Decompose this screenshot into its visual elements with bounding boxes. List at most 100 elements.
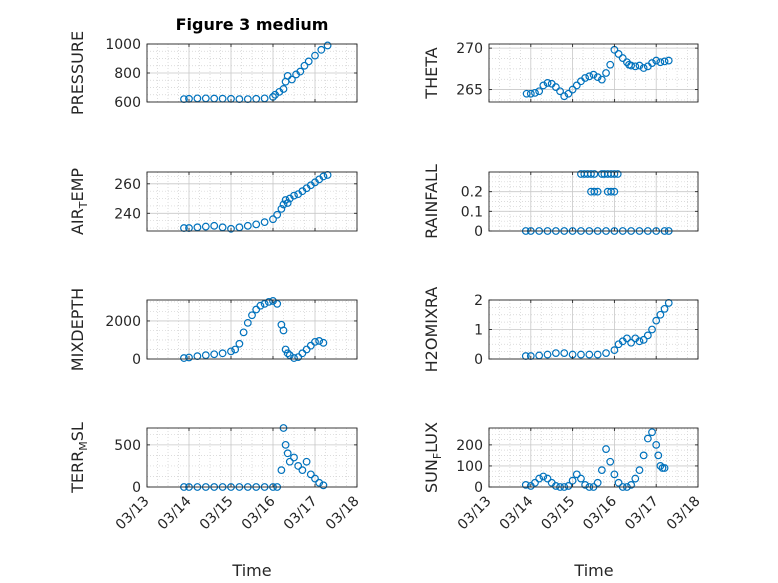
x-tick-label: 03/13: [113, 493, 153, 533]
data-point: [248, 311, 256, 320]
data-point: [323, 41, 332, 50]
data-point: [218, 349, 227, 358]
data-point: [264, 298, 273, 306]
data-point: [298, 466, 307, 475]
data-point: [277, 204, 286, 213]
data-point: [279, 326, 288, 335]
data-point: [294, 353, 303, 361]
data-point: [239, 328, 248, 337]
data-point: [315, 478, 324, 487]
data-point: [273, 299, 282, 308]
data-point: [643, 331, 652, 340]
data-point: [648, 325, 656, 334]
data-point: [610, 170, 619, 178]
data-point: [539, 81, 548, 90]
data-point: [618, 54, 627, 62]
data-point: [531, 88, 539, 97]
data-point: [298, 349, 307, 358]
data-point: [639, 335, 648, 344]
x-tick-label: 03/18: [323, 493, 363, 533]
data-point: [585, 72, 594, 81]
y-tick-label: 0: [132, 480, 141, 496]
data-point: [290, 453, 298, 462]
axes-box: [488, 427, 699, 488]
data-point: [285, 457, 294, 466]
data-point: [593, 350, 602, 359]
minor-grid: [147, 172, 357, 231]
data-point: [279, 200, 288, 209]
y-tick-label: 200: [456, 438, 483, 454]
y-tick-label: 600: [114, 95, 141, 111]
data-point: [652, 440, 661, 449]
x-tick-label: 03/16: [580, 493, 620, 533]
y-axis-label: THETA: [422, 47, 441, 99]
y-tick-label: 500: [114, 438, 141, 454]
data-point: [252, 220, 261, 229]
y-tick-label: 0: [474, 352, 483, 368]
data-point: [269, 215, 277, 224]
data-point: [317, 45, 326, 54]
minor-grid: [147, 428, 357, 487]
data-point: [539, 472, 548, 481]
x-tick-label: 03/15: [197, 493, 237, 533]
data-point: [597, 466, 606, 475]
data-point: [577, 474, 585, 483]
y-tick-label: 240: [114, 206, 141, 222]
subplot-7: 0 500 03/13 03/14 03/15 03/16 03/17 03/18 TERRMS…: [68, 422, 363, 533]
data-point: [606, 60, 615, 69]
data-point: [639, 451, 648, 460]
data-point: [290, 354, 298, 362]
y-axis-label: MIXDEPTH: [68, 288, 87, 371]
data-point: [564, 89, 573, 98]
data-point: [643, 434, 652, 443]
data-point: [273, 210, 282, 219]
plot-area: [147, 428, 357, 487]
data-point: [531, 478, 539, 487]
x-tick-label: 03/17: [281, 493, 321, 533]
data-point: [635, 61, 644, 70]
data-point: [610, 187, 619, 196]
data-point: [572, 470, 581, 479]
data-point: [664, 56, 673, 65]
data-point: [593, 187, 602, 196]
y-tick-label: 260: [114, 177, 141, 193]
data-point: [201, 222, 210, 231]
data-point: [227, 224, 235, 233]
data-point: [281, 345, 290, 354]
subplot-6: 0 1 2 H2OMIXRA: [422, 287, 699, 373]
data-point: [656, 58, 665, 67]
y-tick-label: 2000: [105, 314, 141, 330]
y-tick-label: 2: [474, 293, 483, 309]
y-axis-label: H2OMIXRA: [422, 287, 441, 373]
data-point: [279, 85, 288, 93]
plot-area: [147, 300, 357, 359]
x-tick-label: 03/17: [622, 493, 662, 533]
data-point: [551, 83, 560, 91]
data-point: [660, 304, 669, 313]
axes-box: [146, 299, 358, 360]
series-markers: [521, 299, 673, 360]
data-point: [614, 478, 623, 487]
x-tick-label: 03/18: [664, 493, 704, 533]
data-point: [585, 350, 594, 359]
series-markers: [522, 45, 673, 101]
data-point: [311, 337, 319, 346]
data-point: [543, 474, 552, 483]
data-point: [551, 349, 560, 358]
data-point: [564, 482, 573, 490]
data-point: [577, 350, 585, 359]
data-point: [610, 470, 619, 479]
data-point: [210, 350, 219, 359]
data-point: [535, 474, 544, 483]
figure-title: Figure 3 medium: [176, 15, 329, 34]
data-point: [656, 462, 665, 470]
data-point: [652, 56, 661, 65]
x-tick-label: 03/15: [538, 493, 578, 533]
y-tick-label: 265: [456, 83, 483, 99]
y-tick-label: 100: [456, 459, 483, 475]
subplot-4: 0 0.1 0.2 RAINFALL: [422, 164, 699, 240]
y-tick-label: 270: [456, 41, 483, 57]
y-axis-label: AIRTEMP: [68, 168, 90, 235]
data-point: [311, 51, 319, 60]
data-point: [568, 85, 577, 94]
